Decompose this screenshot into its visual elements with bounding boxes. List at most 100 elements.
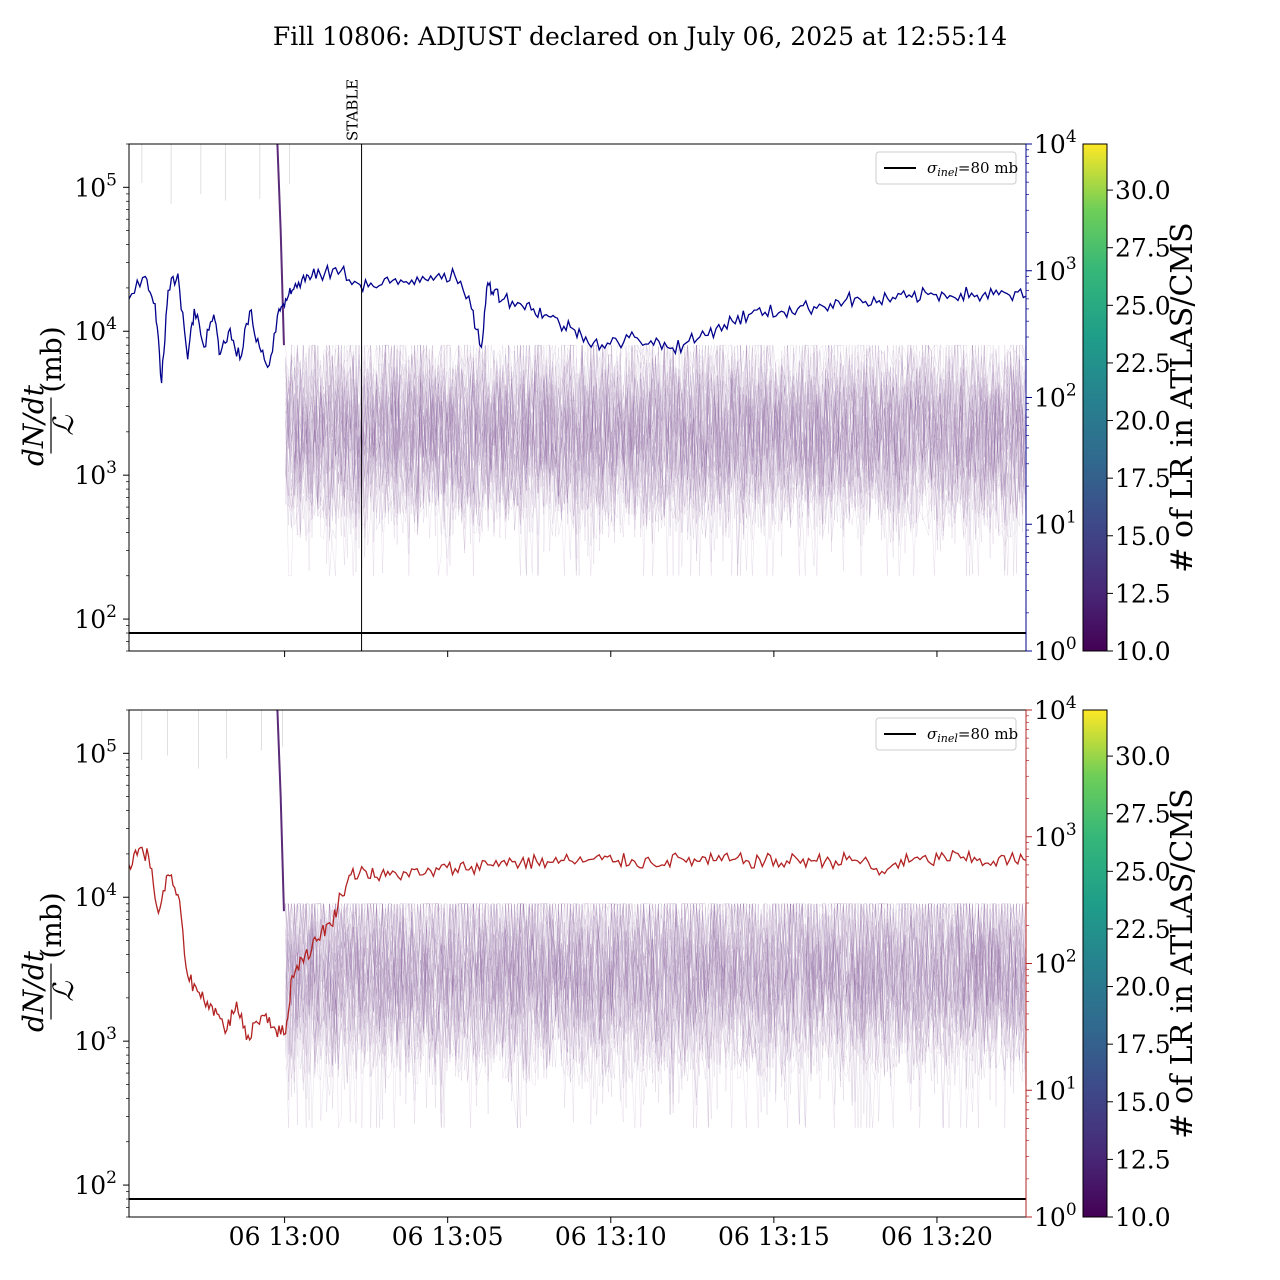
lr-trace [285, 944, 1026, 1128]
colorbar [1082, 143, 1108, 652]
lr-trace [285, 902, 1026, 1089]
colorbar-tick-label: 10.0 [1115, 637, 1171, 666]
y2-tick-label: 104 [1034, 693, 1077, 725]
lr-trace [285, 927, 1026, 1128]
lr-trace [285, 903, 1026, 1114]
lr-trace [285, 902, 1026, 1090]
lr-trace [285, 366, 1026, 571]
lr-trace [285, 375, 1026, 576]
lr-trace [285, 344, 1026, 552]
lr-trace [285, 902, 1026, 1087]
y-axis-label: dN/dtℒ (mb) [17, 326, 80, 466]
colorbar-label: # of LR in ATLAS/CMS [1165, 222, 1200, 572]
y-label-numerator: dN/dt [17, 950, 50, 1032]
lr-trace [285, 375, 1026, 576]
y-tick-label: 103 [74, 1024, 117, 1056]
lr-trace [285, 922, 1026, 1128]
y2-tick-label: 102 [1034, 947, 1077, 979]
bottom-panel: 102 103 104 105 100 101 102 103 104 06 13:00 06 13… [17, 693, 1200, 1251]
lr-trace [285, 902, 1026, 1105]
lr-trace [285, 395, 1026, 576]
y-label-denominator: ℒ [47, 415, 80, 436]
lr-trace [285, 383, 1026, 576]
lr-trace [285, 344, 1026, 565]
lr-trace [285, 902, 1026, 1087]
lr-trace [285, 902, 1026, 1083]
drop-line [276, 710, 285, 912]
lr-trace [285, 344, 1026, 571]
colorbar-tick-label: 22.5 [1115, 349, 1171, 378]
y-tick-label: 105 [74, 736, 117, 768]
lr-trace [285, 902, 1026, 1082]
y-tick-label: 104 [74, 314, 117, 346]
lr-trace [285, 365, 1026, 576]
lr-trace [285, 369, 1026, 576]
lr-trace [285, 360, 1026, 566]
lr-trace [285, 344, 1026, 542]
lr-trace [285, 903, 1026, 1101]
lr-trace [285, 377, 1026, 576]
y2-tick-label: 101 [1034, 507, 1077, 539]
stable-label: STABLE [344, 79, 362, 141]
legend-label: σinel=80 mb [927, 725, 1018, 745]
y-label-unit: (mb) [35, 892, 68, 958]
lr-trace [285, 364, 1026, 576]
lr-trace [285, 344, 1026, 557]
lr-trace [285, 372, 1026, 576]
y-tick-label: 102 [74, 1168, 117, 1200]
x-tick-label: 06 13:00 [229, 1222, 341, 1251]
colorbar-tick-label: 15.0 [1115, 522, 1171, 551]
drop-line [276, 144, 285, 346]
lr-trace [285, 903, 1026, 1109]
lr-trace [285, 399, 1026, 576]
colorbar-tick-label: 25.0 [1115, 857, 1171, 886]
colorbar-tick-label: 27.5 [1115, 234, 1171, 263]
lr-trace [285, 385, 1026, 576]
y2-tick-label: 102 [1034, 381, 1077, 413]
chart-title: Fill 10806: ADJUST declared on July 06, … [273, 22, 1007, 51]
lr-trace [285, 943, 1026, 1128]
rate-series-line [129, 263, 1026, 384]
x-tick-label: 06 13:15 [718, 1222, 830, 1251]
y-tick-label: 104 [74, 880, 117, 912]
colorbar-tick-label: 27.5 [1115, 800, 1171, 829]
lr-trace [285, 903, 1026, 1088]
colorbar-tick-label: 15.0 [1115, 1088, 1171, 1117]
y-tick-label: 105 [74, 170, 117, 202]
colorbar-tick-label: 12.5 [1115, 579, 1171, 608]
lr-trace [285, 344, 1026, 549]
lr-trace [285, 344, 1026, 537]
legend-box [875, 151, 1017, 185]
lr-trace [285, 364, 1026, 576]
lr-trace [285, 925, 1026, 1128]
colorbar-tick-label: 17.5 [1115, 1030, 1171, 1059]
lr-trace [285, 915, 1026, 1123]
lr-trace [285, 903, 1026, 1094]
plot-area [129, 144, 1026, 635]
lr-trace [285, 918, 1026, 1128]
lr-trace [285, 903, 1026, 1102]
lr-trace [285, 344, 1026, 546]
lr-trace [285, 396, 1026, 576]
y-label-denominator: ℒ [47, 981, 80, 1002]
x-tick-label: 06 13:05 [392, 1222, 504, 1251]
y2-tick-label: 103 [1034, 820, 1077, 852]
lr-trace [285, 905, 1026, 1107]
lr-trace [285, 935, 1026, 1128]
lr-trace [285, 344, 1026, 535]
lr-trace [285, 902, 1026, 1097]
y2-tick-label: 101 [1034, 1073, 1077, 1105]
colorbar-tick-label: 12.5 [1115, 1145, 1171, 1174]
lr-trace [285, 344, 1026, 557]
y2-tick-label: 104 [1034, 127, 1077, 159]
lr-trace [285, 398, 1026, 576]
y-tick-label: 103 [74, 458, 117, 490]
legend-label: σinel=80 mb [927, 159, 1018, 179]
lr-trace [285, 903, 1026, 1114]
lr-trace [285, 924, 1026, 1128]
lr-trace [285, 344, 1026, 571]
lr-trace [285, 362, 1026, 576]
lr-trace [285, 925, 1026, 1128]
y2-tick-label: 100 [1034, 1200, 1077, 1232]
